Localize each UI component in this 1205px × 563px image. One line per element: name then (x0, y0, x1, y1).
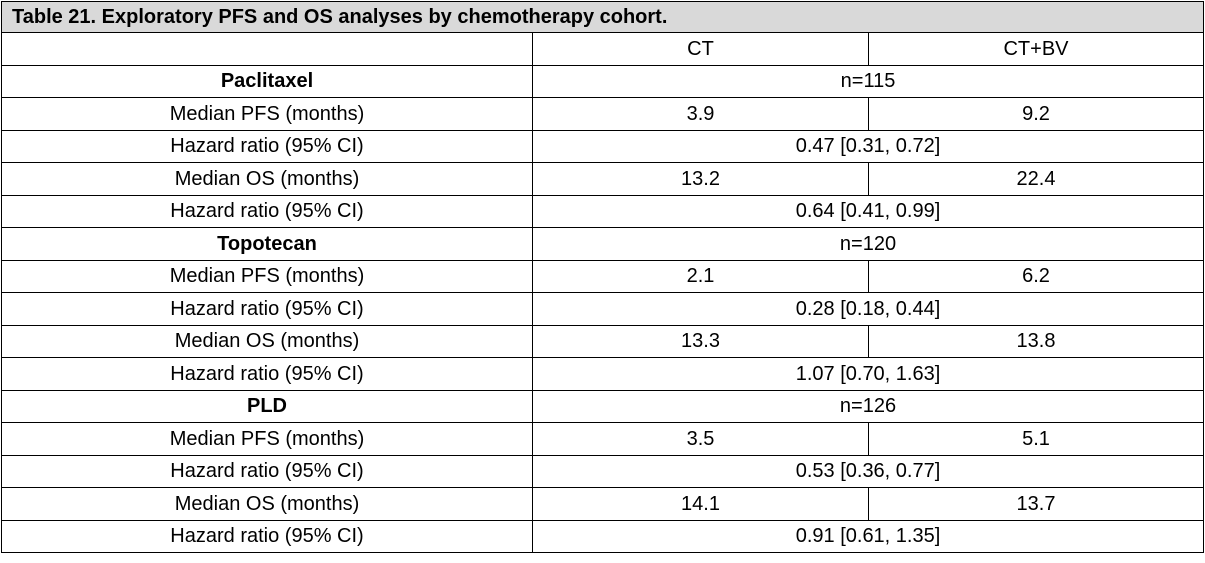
table-row: Median PFS (months) 3.9 9.2 (1, 97, 1205, 131)
cohort-row: Topotecan n=120 (1, 227, 1205, 261)
hazard-ratio-value: 0.47 [0.31, 0.72] (531, 129, 1205, 163)
table-row: Hazard ratio (95% CI) 0.91 [0.61, 1.35] (1, 519, 1205, 553)
ct-bv-value: 9.2 (867, 97, 1205, 131)
table-row: Hazard ratio (95% CI) 0.53 [0.36, 0.77] (1, 454, 1205, 488)
table-row: Hazard ratio (95% CI) 1.07 [0.70, 1.63] (1, 357, 1205, 391)
row-label: Median OS (months) (1, 487, 533, 521)
caption-row: Table 21. Exploratory PFS and OS analyse… (0, 1, 1205, 33)
ct-bv-value: 5.1 (867, 422, 1205, 456)
row-label: Hazard ratio (95% CI) (1, 292, 533, 326)
row-label: Hazard ratio (95% CI) (1, 519, 533, 553)
hazard-ratio-value: 0.64 [0.41, 0.99] (531, 194, 1205, 228)
ct-bv-value: 6.2 (867, 259, 1205, 293)
table-caption: Table 21. Exploratory PFS and OS analyse… (0, 1, 1205, 33)
ct-value: 14.1 (532, 487, 869, 521)
header-ct-bv: CT+BV (867, 32, 1205, 66)
cohort-n: n=120 (531, 227, 1205, 261)
ct-bv-value: 13.8 (867, 324, 1205, 358)
ct-bv-value: 13.7 (867, 487, 1205, 521)
hazard-ratio-value: 0.91 [0.61, 1.35] (531, 519, 1205, 553)
cohort-name: Topotecan (1, 227, 533, 261)
ct-bv-value: 22.4 (867, 162, 1205, 196)
hazard-ratio-value: 0.28 [0.18, 0.44] (531, 292, 1205, 326)
cohort-row: Paclitaxel n=115 (1, 64, 1205, 98)
header-row: CT CT+BV (1, 32, 1205, 66)
table-row: Median OS (months) 14.1 13.7 (1, 487, 1205, 521)
cohort-n: n=126 (531, 389, 1205, 423)
row-label: Hazard ratio (95% CI) (1, 454, 533, 488)
hazard-ratio-value: 1.07 [0.70, 1.63] (531, 357, 1205, 391)
ct-value: 3.9 (532, 97, 869, 131)
row-label: Hazard ratio (95% CI) (1, 194, 533, 228)
table-row: Median OS (months) 13.3 13.8 (1, 324, 1205, 358)
table-row: Hazard ratio (95% CI) 0.47 [0.31, 0.72] (1, 129, 1205, 163)
header-ct: CT (532, 32, 869, 66)
row-label: Median OS (months) (1, 162, 533, 196)
cohort-name: Paclitaxel (1, 64, 533, 98)
row-label: Hazard ratio (95% CI) (1, 357, 533, 391)
ct-value: 3.5 (532, 422, 869, 456)
ct-value: 13.3 (532, 324, 869, 358)
table-row: Median PFS (months) 3.5 5.1 (1, 422, 1205, 456)
header-blank-cell (1, 32, 533, 66)
table-row: Hazard ratio (95% CI) 0.28 [0.18, 0.44] (1, 292, 1205, 326)
row-label: Median PFS (months) (1, 259, 533, 293)
table-row: Hazard ratio (95% CI) 0.64 [0.41, 0.99] (1, 194, 1205, 228)
row-label: Median PFS (months) (1, 422, 533, 456)
ct-value: 2.1 (532, 259, 869, 293)
cohort-n: n=115 (531, 64, 1205, 98)
cohort-name: PLD (1, 389, 533, 423)
cohort-row: PLD n=126 (1, 389, 1205, 423)
row-label: Median OS (months) (1, 324, 533, 358)
hazard-ratio-value: 0.53 [0.36, 0.77] (531, 454, 1205, 488)
table-row: Median PFS (months) 2.1 6.2 (1, 259, 1205, 293)
row-label: Median PFS (months) (1, 97, 533, 131)
table-row: Median OS (months) 13.2 22.4 (1, 162, 1205, 196)
row-label: Hazard ratio (95% CI) (1, 129, 533, 163)
ct-value: 13.2 (532, 162, 869, 196)
